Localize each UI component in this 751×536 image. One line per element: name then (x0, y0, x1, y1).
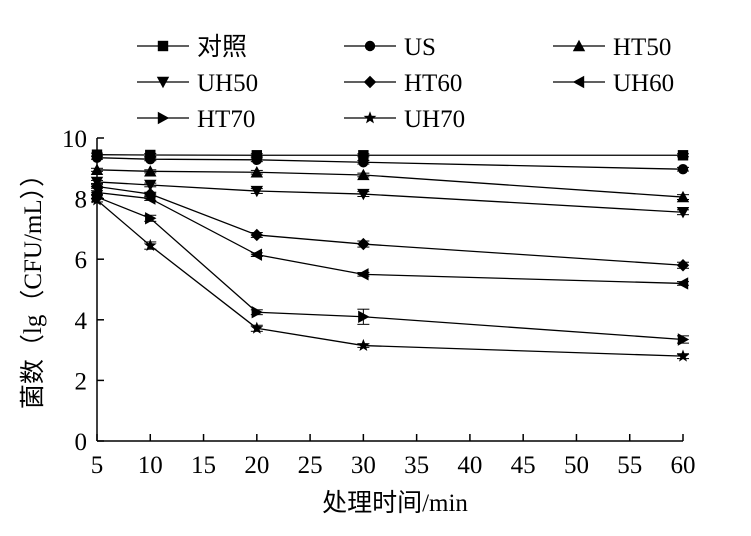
data-point (250, 228, 264, 242)
x-axis-label: 处理时间/min (322, 489, 468, 517)
legend-marker (157, 40, 169, 52)
data-point (143, 238, 157, 251)
series (91, 152, 689, 175)
data-point (145, 212, 157, 225)
x-tick-label: 45 (511, 452, 536, 479)
data-point (250, 248, 263, 261)
x-tick-label: 60 (671, 452, 696, 479)
legend-item: 对照 (137, 33, 247, 61)
legend-marker (363, 75, 377, 89)
legend-label: HT60 (404, 70, 462, 97)
plot-area (90, 149, 690, 362)
data-point (356, 338, 370, 351)
legend-item: UH70 (344, 106, 465, 133)
data-point (357, 237, 370, 251)
series-line (96, 196, 684, 341)
data-point (144, 179, 157, 192)
data-point (676, 259, 690, 272)
y-tick-label: 6 (75, 247, 88, 274)
data-point (676, 207, 690, 219)
y-tick-label: 4 (75, 308, 88, 335)
data-point (250, 321, 264, 334)
data-point (677, 164, 689, 175)
series-line (96, 185, 684, 266)
data-point (677, 150, 689, 161)
data-point (358, 150, 369, 161)
data-point (145, 154, 156, 165)
data-point (144, 165, 157, 177)
legend-item: HT60 (344, 70, 462, 97)
legend-item: HT50 (553, 34, 671, 61)
series (90, 176, 690, 219)
series-line (96, 191, 684, 285)
data-point (250, 185, 264, 198)
x-tick-label: 10 (138, 452, 163, 479)
legend-label: HT50 (613, 34, 671, 61)
legend-marker (572, 39, 586, 52)
data-point (251, 154, 263, 166)
x-tick-label: 40 (457, 452, 482, 479)
y-tick-label: 8 (75, 187, 88, 214)
series (90, 193, 690, 362)
data-point (358, 157, 369, 168)
y-tick-label: 0 (75, 429, 88, 456)
legend-item: US (344, 34, 436, 61)
series-line (96, 169, 684, 198)
data-point (677, 333, 690, 346)
legend-marker (572, 75, 585, 89)
legend-marker (156, 76, 170, 89)
series-line (96, 154, 683, 156)
x-tick-label: 25 (298, 452, 323, 479)
x-tick-label: 30 (351, 452, 376, 479)
x-tick-label: 55 (617, 452, 642, 479)
legend-label: US (404, 34, 436, 61)
legend-marker (364, 40, 376, 52)
data-point (250, 166, 264, 178)
legend-item: HT70 (137, 106, 255, 133)
data-point (676, 349, 690, 362)
data-point (357, 188, 370, 201)
data-point (676, 277, 689, 290)
data-point (357, 168, 370, 181)
x-tick-label: 35 (404, 452, 429, 479)
data-point (144, 192, 156, 205)
legend-marker (157, 111, 170, 125)
series (90, 163, 690, 203)
legend-label: UH70 (404, 106, 465, 133)
axes: 0 2 4 6 8 10 5 10 15 20 25 30 35 40 45 50 55 60 处理时间/min 菌数… (19, 126, 696, 517)
series-line (96, 157, 684, 170)
series (90, 180, 690, 272)
legend-item: UH50 (137, 70, 258, 97)
data-point (251, 306, 264, 319)
legend-label: UH50 (197, 70, 258, 97)
x-tick-label: 20 (244, 452, 269, 479)
series (90, 186, 689, 290)
y-tick-label: 2 (75, 368, 88, 395)
x-tick-label: 5 (91, 452, 104, 479)
x-tick-label: 15 (191, 452, 216, 479)
y-axis-label: 菌数（lg（CFU/mL）） (19, 162, 47, 409)
data-point (358, 310, 370, 323)
data-point (357, 268, 369, 281)
legend-marker (363, 111, 377, 124)
y-tick-label: 10 (62, 126, 87, 153)
data-point (676, 190, 690, 203)
legend-label: HT70 (197, 106, 255, 133)
legend-item: UH60 (553, 70, 674, 97)
legend-label: 对照 (197, 33, 247, 61)
x-tick-label: 50 (564, 452, 589, 479)
legend-label: UH60 (613, 70, 674, 97)
legend: 对照 US HT50 UH50 HT60 UH60 HT70 UH70 (137, 33, 674, 133)
